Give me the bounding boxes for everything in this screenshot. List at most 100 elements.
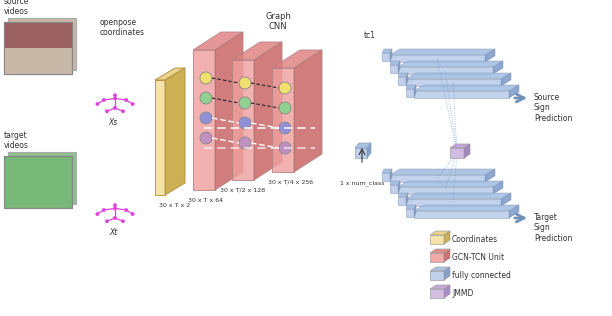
Polygon shape xyxy=(398,197,406,205)
Bar xyxy=(4,22,72,74)
Polygon shape xyxy=(509,85,519,98)
Polygon shape xyxy=(414,205,519,211)
Polygon shape xyxy=(430,231,450,235)
Polygon shape xyxy=(398,181,503,187)
Polygon shape xyxy=(398,181,400,193)
Polygon shape xyxy=(509,205,519,218)
Polygon shape xyxy=(390,185,398,193)
Polygon shape xyxy=(430,289,444,298)
Polygon shape xyxy=(355,148,367,158)
Text: 30 x T/4 x 256: 30 x T/4 x 256 xyxy=(269,180,313,185)
Polygon shape xyxy=(272,50,322,68)
Circle shape xyxy=(114,204,116,206)
Circle shape xyxy=(96,213,99,215)
Circle shape xyxy=(279,102,291,114)
Polygon shape xyxy=(493,61,503,74)
Circle shape xyxy=(114,217,116,219)
Polygon shape xyxy=(398,61,400,73)
Circle shape xyxy=(103,99,105,101)
Text: 30 x T x 64: 30 x T x 64 xyxy=(188,198,223,203)
Bar xyxy=(4,22,72,74)
Text: Target
Sign
Prediction: Target Sign Prediction xyxy=(534,213,572,243)
Circle shape xyxy=(106,110,108,112)
Polygon shape xyxy=(406,73,408,85)
Polygon shape xyxy=(485,49,495,62)
Bar xyxy=(4,156,72,208)
Polygon shape xyxy=(406,199,501,206)
Circle shape xyxy=(114,207,116,210)
Text: Xs: Xs xyxy=(108,118,118,127)
Polygon shape xyxy=(406,79,501,86)
Text: fully connected: fully connected xyxy=(452,270,511,279)
Circle shape xyxy=(125,99,127,101)
Circle shape xyxy=(114,107,116,109)
Polygon shape xyxy=(390,169,392,181)
Circle shape xyxy=(114,97,116,100)
Text: Source
Sign
Prediction: Source Sign Prediction xyxy=(534,93,572,123)
Polygon shape xyxy=(215,32,243,190)
Polygon shape xyxy=(272,68,294,172)
Polygon shape xyxy=(450,144,470,148)
Polygon shape xyxy=(232,60,254,180)
Circle shape xyxy=(106,220,108,222)
Polygon shape xyxy=(398,187,493,194)
Polygon shape xyxy=(501,193,511,206)
Circle shape xyxy=(200,112,212,124)
Circle shape xyxy=(279,142,291,154)
Circle shape xyxy=(279,82,291,94)
Polygon shape xyxy=(294,50,322,172)
Text: 1 x num_class: 1 x num_class xyxy=(340,180,384,186)
Polygon shape xyxy=(390,49,495,55)
Polygon shape xyxy=(390,61,400,65)
Polygon shape xyxy=(367,143,371,158)
Polygon shape xyxy=(155,68,185,80)
Bar xyxy=(4,22,72,48)
Circle shape xyxy=(122,110,124,112)
Polygon shape xyxy=(390,65,398,73)
Circle shape xyxy=(279,122,291,134)
Text: source
videos: source videos xyxy=(4,0,29,16)
Circle shape xyxy=(239,117,251,129)
Circle shape xyxy=(96,103,99,105)
Polygon shape xyxy=(254,42,282,180)
Text: JMMD: JMMD xyxy=(452,289,473,297)
Text: 30 x T x 2: 30 x T x 2 xyxy=(159,203,190,208)
Polygon shape xyxy=(382,53,390,61)
Circle shape xyxy=(132,103,134,105)
Polygon shape xyxy=(430,253,444,262)
Polygon shape xyxy=(406,209,414,217)
Polygon shape xyxy=(444,249,450,262)
Polygon shape xyxy=(406,89,414,97)
Text: GCN-TCN Unit: GCN-TCN Unit xyxy=(452,252,504,262)
Polygon shape xyxy=(406,85,416,89)
Circle shape xyxy=(239,77,251,89)
Polygon shape xyxy=(232,42,282,60)
Polygon shape xyxy=(444,285,450,298)
Bar xyxy=(8,18,76,70)
Polygon shape xyxy=(430,249,450,253)
Polygon shape xyxy=(390,49,392,61)
Polygon shape xyxy=(406,193,511,199)
Polygon shape xyxy=(444,267,450,280)
Circle shape xyxy=(132,213,134,215)
Polygon shape xyxy=(355,143,371,148)
Circle shape xyxy=(200,72,212,84)
Polygon shape xyxy=(398,61,503,67)
Polygon shape xyxy=(165,68,185,195)
Circle shape xyxy=(239,137,251,149)
Polygon shape xyxy=(382,169,392,173)
Polygon shape xyxy=(493,181,503,194)
Bar xyxy=(4,48,72,74)
Polygon shape xyxy=(450,148,464,158)
Polygon shape xyxy=(390,169,495,175)
Text: tc1: tc1 xyxy=(364,31,376,40)
Text: target
videos: target videos xyxy=(4,131,29,150)
Polygon shape xyxy=(406,73,511,79)
Circle shape xyxy=(114,94,116,96)
Polygon shape xyxy=(193,32,243,50)
Bar xyxy=(4,22,72,74)
Polygon shape xyxy=(430,267,450,271)
Polygon shape xyxy=(193,50,215,190)
Text: openpose
coordinates: openpose coordinates xyxy=(100,18,145,37)
Bar xyxy=(4,156,72,208)
